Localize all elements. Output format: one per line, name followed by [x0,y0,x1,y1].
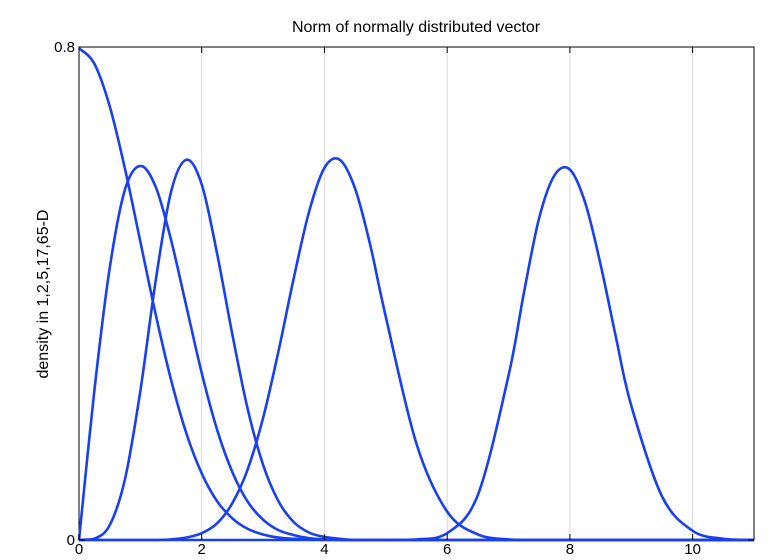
plot-frame [78,46,755,541]
x-tick-label: 10 [684,541,701,558]
grid-lines [201,47,694,540]
x-tick-label: 2 [198,541,206,558]
x-tick-label: 6 [443,541,451,558]
y-tick-label: 0.8 [54,39,75,56]
x-tick-label: 4 [320,541,328,558]
y-axis-label: density in 1,2,5,17,65-D [35,210,52,379]
x-tick-label: 8 [566,541,574,558]
series-line-4 [79,165,755,542]
y-tick-label: 0 [67,532,75,549]
series-group [77,47,755,542]
chart-title: Norm of normally distributed vector [292,19,541,36]
axis-ticks: 0 2 4 6 8 10 0 0.8 [54,39,754,558]
x-tick-label: 0 [75,541,83,558]
